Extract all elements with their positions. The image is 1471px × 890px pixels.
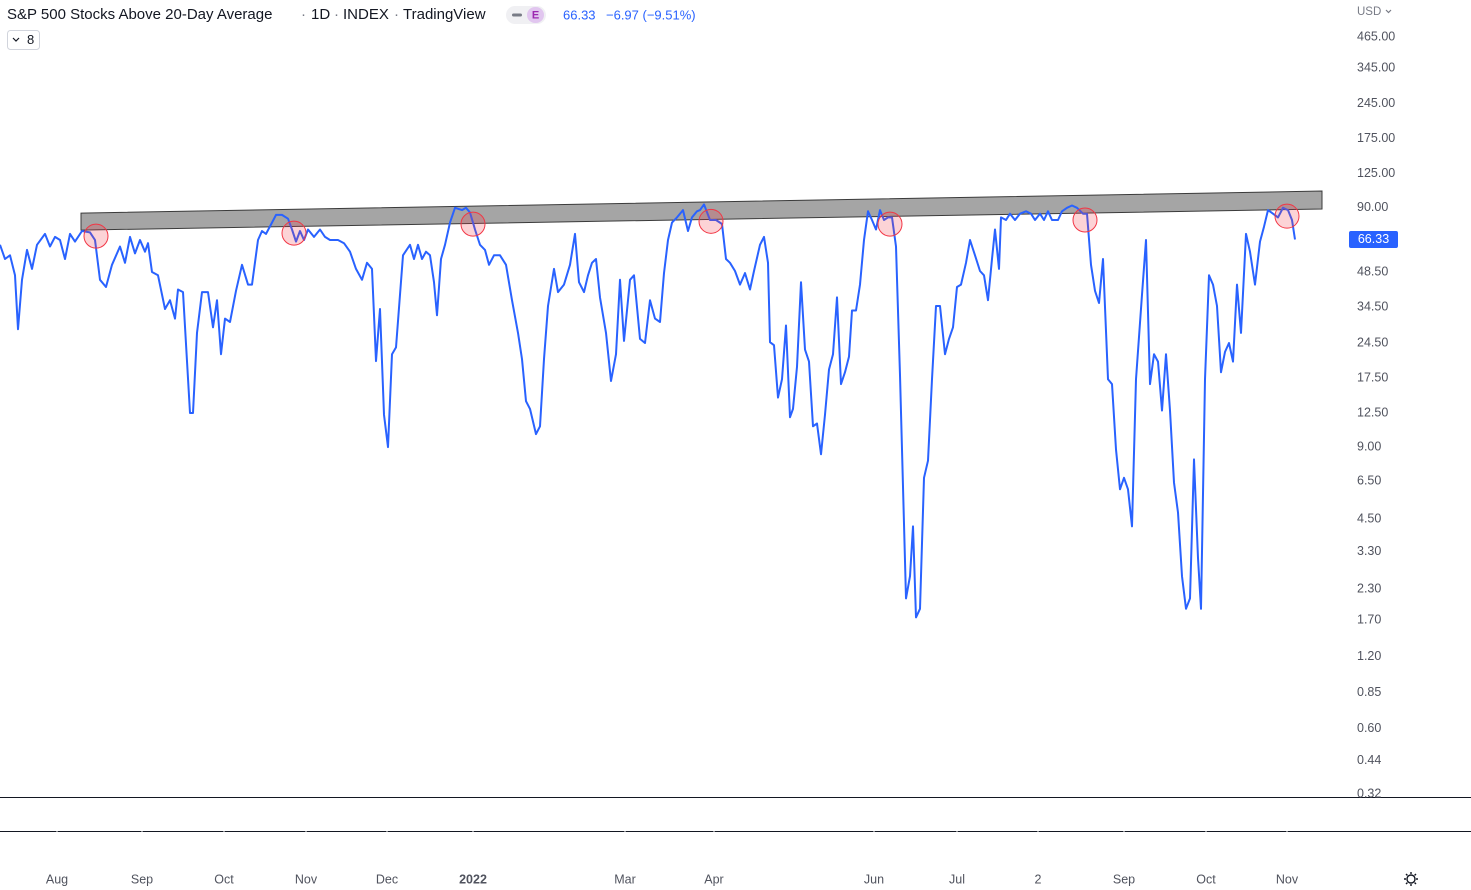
indicator-count: 8 (27, 32, 34, 47)
x-tick-label: Oct (1196, 872, 1216, 886)
channel-band (80, 190, 1323, 231)
y-tick-label: 2.30 (1357, 581, 1381, 595)
gear-ring (1406, 874, 1416, 884)
chart-title: S&P 500 Stocks Above 20-Day Average (7, 6, 272, 23)
y-tick-label: 175.00 (1357, 131, 1395, 145)
price-change: −6.97 (−9.51%) (606, 7, 696, 22)
indicator-toggle[interactable] (7, 30, 40, 50)
chevron (1385, 9, 1392, 14)
separator: · (301, 6, 306, 23)
badge-circle (527, 7, 544, 23)
y-tick-label: 17.50 (1357, 370, 1388, 384)
y-tick-label: 48.50 (1357, 264, 1388, 278)
y-tick-label: 465.00 (1357, 29, 1395, 43)
highlight-marker (460, 211, 486, 237)
y-tick-label: 245.00 (1357, 96, 1395, 110)
currency[interactable]: USD (1357, 6, 1381, 18)
highlight-marker (698, 208, 724, 234)
y-tick-label: 0.60 (1357, 721, 1381, 735)
last-value-box (1349, 230, 1398, 248)
y-tick-label: 1.70 (1357, 613, 1381, 627)
y-tick-label: 4.50 (1357, 512, 1381, 526)
badge-dash (512, 13, 522, 17)
last-value-label: 66.33 (1358, 232, 1389, 246)
y-tick-label: 0.85 (1357, 685, 1381, 699)
y-tick-label: 125.00 (1357, 166, 1395, 180)
plot-area (0, 190, 1323, 619)
y-tick-label: 90.00 (1357, 200, 1388, 214)
exchange: INDEX (343, 6, 389, 23)
price: 66.33 (563, 7, 596, 22)
separator: · (334, 6, 339, 23)
interval: 1D (311, 6, 330, 23)
highlight-marker (83, 223, 109, 249)
chevron (12, 37, 20, 42)
x-tick-label: Mar (614, 872, 636, 886)
gear-teeth (1404, 872, 1418, 886)
x-tick-label: Nov (295, 872, 318, 886)
x-tick-label: 2 (1035, 872, 1042, 886)
x-tick-label: 2022 (459, 872, 487, 886)
separator: · (394, 6, 399, 23)
y-tick-label: 1.20 (1357, 649, 1381, 663)
source: TradingView (403, 6, 486, 23)
x-tick-label: Apr (704, 872, 723, 886)
highlight-marker (281, 220, 307, 246)
y-tick-label: 0.32 (1357, 786, 1381, 800)
x-tick-label: Jul (949, 872, 965, 886)
x-tick-label: Sep (1113, 872, 1135, 886)
y-tick-label: 12.50 (1357, 405, 1388, 419)
series-line (0, 203, 1296, 619)
y-tick-label: 3.30 (1357, 544, 1381, 558)
highlight-marker (1072, 207, 1098, 233)
x-tick-label: Aug (46, 872, 68, 886)
x-tick-label: Jun (864, 872, 884, 886)
settings-icon[interactable] (1404, 872, 1418, 886)
x-tick-label: Nov (1276, 872, 1299, 886)
y-tick-label: 0.44 (1357, 753, 1381, 767)
y-tick-label: 24.50 (1357, 335, 1388, 349)
badge-label: E (532, 9, 539, 21)
highlight-marker (1274, 203, 1300, 229)
y-tick-label: 9.00 (1357, 439, 1381, 453)
x-tick-label: Dec (376, 872, 398, 886)
y-tick-label: 345.00 (1357, 60, 1395, 74)
x-tick-label: Oct (214, 872, 234, 886)
y-tick-label: 34.50 (1357, 300, 1388, 314)
y-tick-label: 6.50 (1357, 473, 1381, 487)
x-tick-label: Sep (131, 872, 153, 886)
highlight-marker (877, 211, 903, 237)
